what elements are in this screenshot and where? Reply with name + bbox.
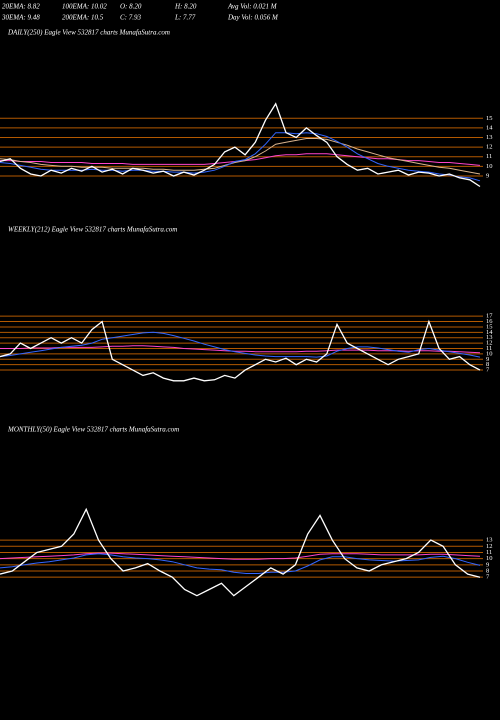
header-stat: 20EMA: 8.82 [2,3,40,11]
header-stat: 100EMA: 10.02 [62,3,107,11]
panel-title: MONTHLY(50) Eagle View 532817 charts Mun… [7,426,179,434]
y-tick-label: 15 [486,115,493,122]
price-line [0,319,481,382]
price-line [0,138,481,175]
y-tick-label: 7 [486,574,490,581]
y-tick-label: 11 [486,345,492,352]
header-stat: Avg Vol: 0.021 M [227,3,278,11]
header-stat: L: 7.77 [174,14,196,22]
y-tick-label: 8 [486,567,489,574]
y-tick-label: 10 [486,555,493,562]
y-tick-label: 14 [486,329,493,336]
panel-title: WEEKLY(212) Eagle View 532817 charts Mun… [8,226,177,234]
y-tick-label: 14 [486,124,493,131]
y-tick-label: 9 [486,172,489,179]
y-tick-label: 15 [486,323,493,330]
y-tick-label: 13 [486,334,493,341]
y-tick-label: 10 [486,163,493,170]
price-line [0,102,481,188]
price-line [0,345,481,354]
header-stat: 30EMA: 9.48 [1,14,40,22]
y-tick-label: 8 [486,361,489,368]
y-tick-label: 12 [486,144,493,151]
header-stat: 200EMA: 10.5 [62,14,104,22]
panel-title: DAILY(250) Eagle View 532817 charts Muna… [7,29,170,37]
y-tick-label: 7 [486,367,490,374]
price-line [0,507,481,597]
price-line [0,552,481,560]
header-stat: C: 7.93 [120,14,142,22]
y-tick-label: 11 [486,153,492,160]
y-tick-label: 11 [486,549,492,556]
y-tick-label: 12 [486,543,493,550]
y-tick-label: 12 [486,340,493,347]
y-tick-label: 16 [486,318,493,325]
y-tick-label: 9 [486,561,489,568]
y-tick-label: 13 [486,537,493,544]
price-line [0,331,481,358]
header-stat: O: 8.20 [120,3,142,11]
header-stat: H: 8.20 [174,3,197,11]
y-tick-label: 13 [486,134,493,141]
y-tick-label: 9 [486,356,489,363]
y-tick-label: 10 [486,350,493,357]
y-tick-label: 17 [486,313,493,320]
header-stat: Day Vol: 0.056 M [227,14,279,22]
